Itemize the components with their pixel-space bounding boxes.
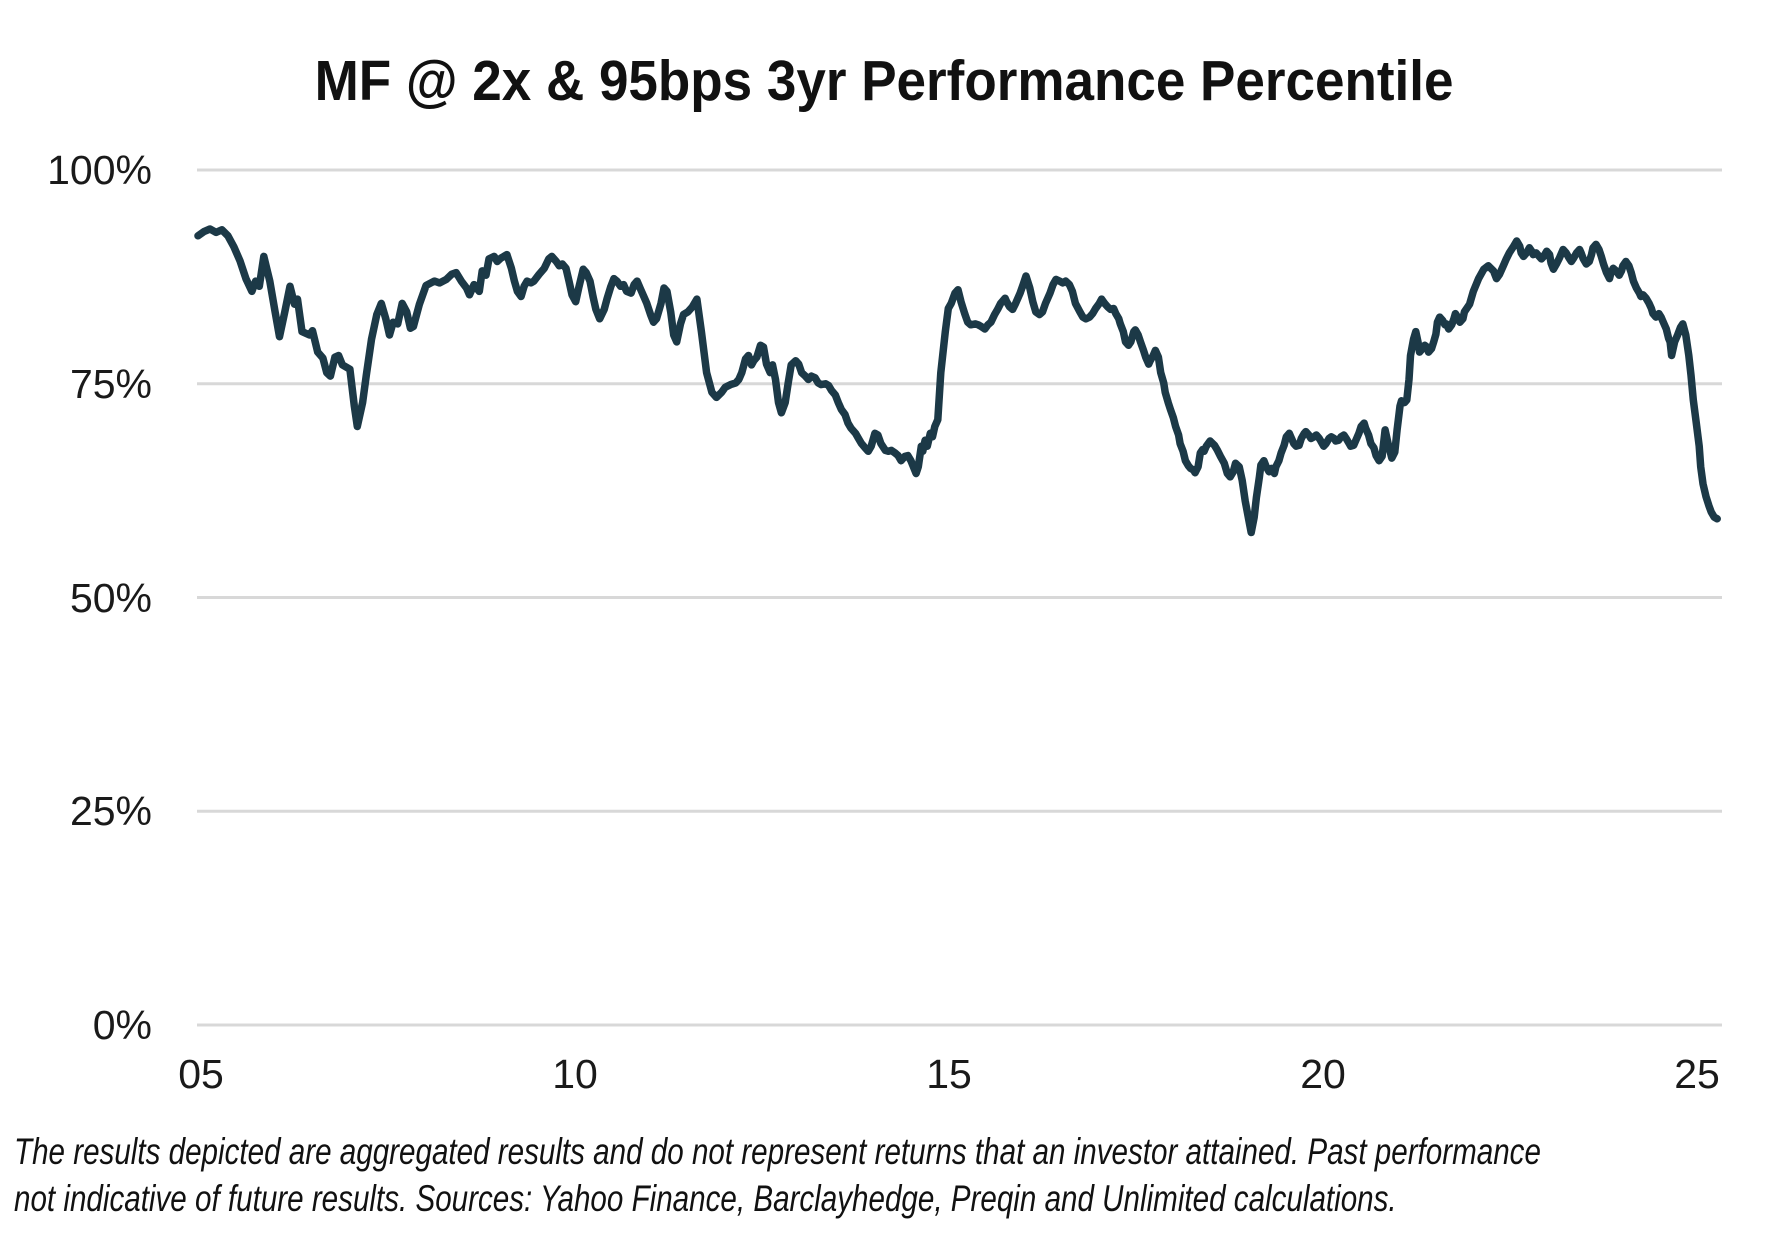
x-axis-tick-label: 20 (1300, 1051, 1346, 1097)
y-axis-tick-label: 75% (69, 360, 152, 407)
disclaimer-text: The results depicted are aggregated resu… (14, 1128, 1541, 1222)
disclaimer-line-1: The results depicted are aggregated resu… (14, 1131, 1541, 1172)
chart-title: MF @ 2x & 95bps 3yr Performance Percenti… (314, 49, 1454, 113)
x-axis-tick-label: 05 (178, 1051, 224, 1097)
y-axis-tick-label: 25% (69, 788, 152, 835)
x-axis-tick-label: 10 (552, 1051, 598, 1097)
x-axis-tick-label: 25 (1674, 1051, 1720, 1097)
x-axis-tick-label: 15 (926, 1051, 972, 1097)
y-axis-tick-label: 50% (69, 574, 152, 621)
disclaimer-line-2: not indicative of future results. Source… (14, 1178, 1397, 1219)
y-axis-tick-label: 0% (92, 1002, 152, 1048)
performance-line (194, 225, 1721, 537)
y-axis-tick-label: 100% (47, 147, 152, 193)
